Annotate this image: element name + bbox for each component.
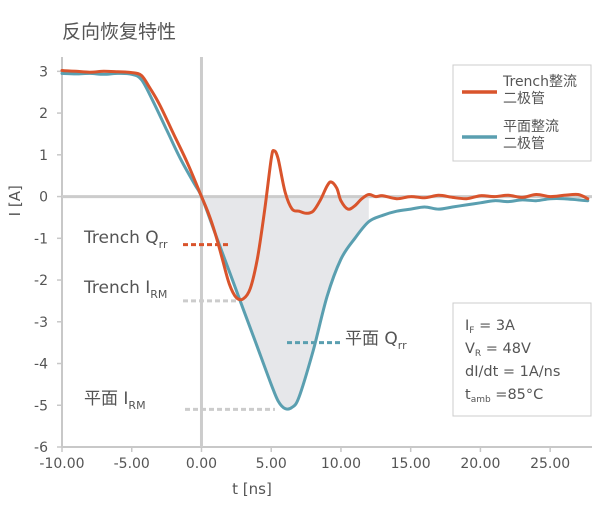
test-conditions-box: IF = 3A VR = 48V dI/dt = 1A/ns tamb =85°C (452, 302, 592, 417)
x-tick-label: 20.00 (460, 456, 500, 472)
y-tick-label: 3 (39, 64, 48, 80)
conditions-box (452, 302, 592, 417)
x-tick-label: 25.00 (530, 456, 570, 472)
x-axis-label: t [ns] (232, 480, 272, 498)
planar-qrr-label: 平面 Qrr (345, 329, 407, 352)
condition-line: IF = 3A (465, 318, 515, 336)
y-tick-label: -3 (34, 315, 48, 331)
legend-label-line2: 二极管 (503, 136, 545, 152)
legend-label: Trench整流 (502, 74, 577, 90)
x-tick-label: 5.00 (256, 456, 287, 472)
trench-irm-label: Trench IRM (83, 278, 167, 301)
series-line-planar (60, 71, 590, 411)
x-tick-label: 0.00 (186, 456, 217, 472)
x-tick-label: -5.00 (114, 456, 150, 472)
legend-label: 平面整流 (503, 119, 559, 135)
y-tick-label: -2 (34, 273, 48, 289)
y-tick-label: -4 (34, 357, 48, 373)
annotation-markers (183, 243, 340, 411)
shaded-recovery-region (201, 196, 369, 410)
x-tick-label: -10.00 (39, 456, 84, 472)
y-tick-label: 0 (39, 190, 48, 206)
y-tick-label: -6 (34, 440, 48, 456)
chart-title: 反向恢复特性 (62, 21, 176, 43)
series-line-trench (60, 69, 590, 302)
series-lines (60, 69, 590, 411)
y-tick-label: 1 (39, 148, 48, 164)
x-tick-label: 15.00 (391, 456, 431, 472)
planar-irm-label: 平面 IRM (84, 389, 146, 412)
x-tick-label: 10.00 (321, 456, 361, 472)
condition-line: tamb =85°C (465, 387, 543, 405)
trench-qrr-label: Trench Qrr (83, 228, 168, 251)
annotation-labels: Trench Qrr Trench IRM 平面 Qrr 平面 IRM (83, 228, 407, 412)
axes: -10.00 -5.00 0.00 5.00 10.00 15.00 20.00 25.00 -… (34, 57, 592, 472)
shaded-area (201, 196, 369, 410)
condition-line: dI/dt = 1A/ns (465, 364, 560, 380)
y-tick-label: -5 (34, 398, 48, 414)
condition-line: VR = 48V (465, 341, 531, 359)
legend-box (452, 64, 592, 162)
y-axis-label: I [A] (6, 185, 24, 216)
y-tick-label: 2 (39, 106, 48, 122)
legend-label-line2: 二极管 (503, 91, 545, 107)
y-tick-label: -1 (34, 231, 48, 247)
